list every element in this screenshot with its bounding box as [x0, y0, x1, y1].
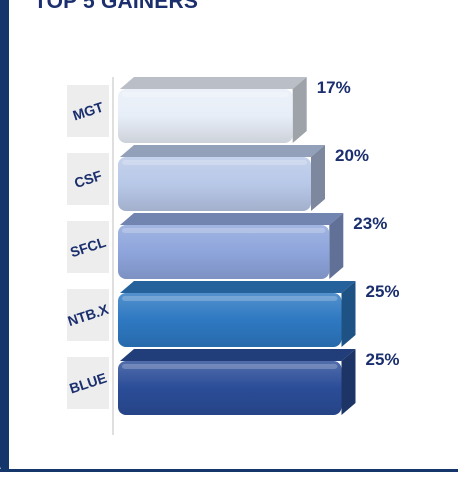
- data-labels: 17% 20% 23% 25% 25%: [317, 78, 400, 369]
- bar-csf: [118, 145, 325, 211]
- data-label: 25%: [366, 282, 400, 301]
- data-label: 25%: [366, 350, 400, 369]
- category-label-box: [67, 357, 109, 409]
- bar-sfcl: [118, 213, 344, 279]
- bar-blue: [118, 349, 356, 415]
- data-label: 20%: [335, 146, 369, 165]
- bars: [118, 77, 356, 415]
- category-label-box: [67, 221, 109, 273]
- category-label-box: [67, 85, 109, 137]
- frame-left-border: [0, 0, 9, 472]
- data-label: 17%: [317, 78, 351, 97]
- data-label: 23%: [353, 214, 387, 233]
- chart-title: TOP 5 GAINERS: [34, 0, 199, 13]
- bar-mgt: [118, 77, 307, 143]
- category-label-box: [67, 289, 109, 341]
- frame-bottom-border: [0, 469, 458, 472]
- category-label-box: [67, 153, 109, 205]
- bar-ntb-x: [118, 281, 356, 347]
